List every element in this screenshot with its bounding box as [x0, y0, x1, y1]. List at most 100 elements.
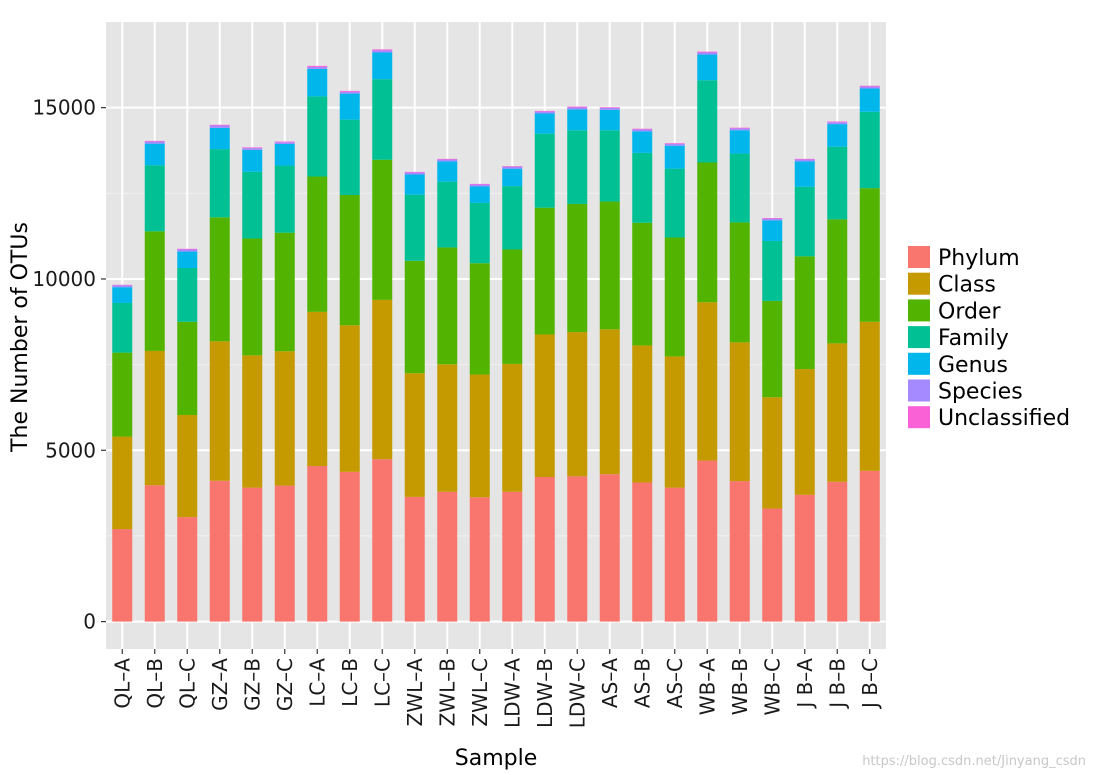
bar-segment	[177, 248, 198, 250]
x-tick-label: AS–B	[630, 658, 654, 708]
bar-segment	[762, 508, 783, 622]
legend-label: Class	[938, 273, 996, 298]
bar-segment	[534, 334, 555, 478]
x-tick-label: ZWL–C	[468, 658, 492, 727]
bar-segment	[112, 287, 133, 303]
x-tick-label: J B–B	[825, 658, 849, 710]
bar-segment	[632, 131, 653, 153]
bar-segment	[372, 52, 393, 80]
x-tick-label: LDW–B	[533, 658, 557, 728]
bar-segment	[632, 129, 653, 132]
legend-key	[908, 326, 930, 349]
bar-segment	[404, 171, 425, 173]
bar-segment	[697, 460, 718, 622]
bar-segment	[632, 222, 653, 346]
y-tick-label: 15000	[32, 96, 96, 120]
bar-segment	[794, 186, 815, 257]
bar-segment	[209, 480, 230, 622]
bar-segment	[242, 355, 263, 488]
bar-segment	[177, 517, 198, 622]
bar-segment	[697, 51, 718, 53]
bar-segment	[469, 183, 490, 185]
x-tick-label: GZ–B	[240, 658, 264, 711]
bar-segment	[112, 285, 133, 288]
bar-segment	[209, 149, 230, 218]
bar-segment	[762, 218, 783, 221]
bar-segment	[502, 491, 523, 622]
bar-segment	[599, 474, 620, 622]
bar-segment	[599, 329, 620, 475]
x-tick-label: WB–A	[695, 658, 719, 715]
bar-segment	[307, 68, 328, 97]
bar-segment	[112, 436, 133, 530]
bar-segment	[404, 496, 425, 622]
bar-segment	[339, 325, 360, 472]
bar-segment	[469, 263, 490, 375]
x-tick-label: LC–A	[305, 658, 329, 707]
bar-segment	[469, 497, 490, 622]
bar-segment	[274, 142, 295, 144]
bar-segment	[729, 481, 750, 622]
x-tick-label: ZWL–B	[435, 658, 459, 726]
bar-segment	[469, 184, 490, 187]
bar-segment	[469, 374, 490, 498]
x-tick-label: QL–C	[175, 658, 199, 709]
bar-segment	[437, 158, 458, 160]
bar-segment	[567, 106, 588, 108]
bar-segment	[437, 159, 458, 162]
legend-label: Unclassified	[938, 406, 1070, 431]
bar-segment	[859, 321, 880, 471]
bar-segment	[339, 90, 360, 92]
bar-segment	[827, 219, 848, 344]
bar-segment	[632, 482, 653, 622]
x-axis-ticks: QL–A QL–B QL–C GZ–A GZ–B GZ–C LC–A LC–B LC–C ZWL–…	[110, 649, 882, 728]
bar-segment	[534, 133, 555, 208]
bar-segment	[307, 96, 328, 177]
bar-segment	[729, 128, 750, 131]
bar-segment	[372, 50, 393, 53]
bar-segment	[339, 93, 360, 120]
bar-segment	[827, 124, 848, 147]
bar-segment	[274, 485, 295, 622]
bar-segment	[242, 238, 263, 356]
bar-segment	[567, 476, 588, 622]
bar-segment	[632, 128, 653, 130]
bar-segment	[729, 222, 750, 343]
bar-segment	[437, 161, 458, 182]
bar-segment	[404, 172, 425, 175]
bar-segment	[534, 207, 555, 335]
bar-segment	[794, 256, 815, 370]
x-tick-label: J B–C	[858, 658, 882, 710]
legend-key	[908, 246, 930, 268]
bar-segment	[859, 470, 880, 622]
bar-segment	[437, 181, 458, 248]
bar-segment	[372, 159, 393, 300]
bar-segment	[242, 149, 263, 172]
legend-key	[908, 272, 930, 295]
y-axis-title: The Number of OTUs	[8, 222, 33, 453]
bar-segment	[762, 397, 783, 509]
bar-segment	[469, 186, 490, 203]
bar-segment	[697, 302, 718, 461]
bar-segment	[534, 110, 555, 112]
bar-segment	[664, 487, 685, 622]
bar-segment	[404, 194, 425, 261]
legend-label: Family	[938, 326, 1009, 351]
bar-segment	[144, 143, 165, 166]
y-tick-label: 5000	[45, 438, 96, 462]
legend-label: Genus	[938, 353, 1008, 378]
bar-segment	[567, 130, 588, 204]
bar-segment	[599, 109, 620, 131]
bar-segment	[437, 247, 458, 365]
bar-segment	[599, 107, 620, 110]
bar-segment	[177, 249, 198, 252]
bar-segment	[242, 147, 263, 149]
bar-segment	[177, 414, 198, 518]
bar-segment	[664, 145, 685, 169]
bar-segment	[242, 148, 263, 150]
bar-segment	[827, 343, 848, 482]
bar-segment	[144, 485, 165, 622]
bar-segment	[697, 52, 718, 55]
legend-label: Order	[938, 299, 1001, 324]
